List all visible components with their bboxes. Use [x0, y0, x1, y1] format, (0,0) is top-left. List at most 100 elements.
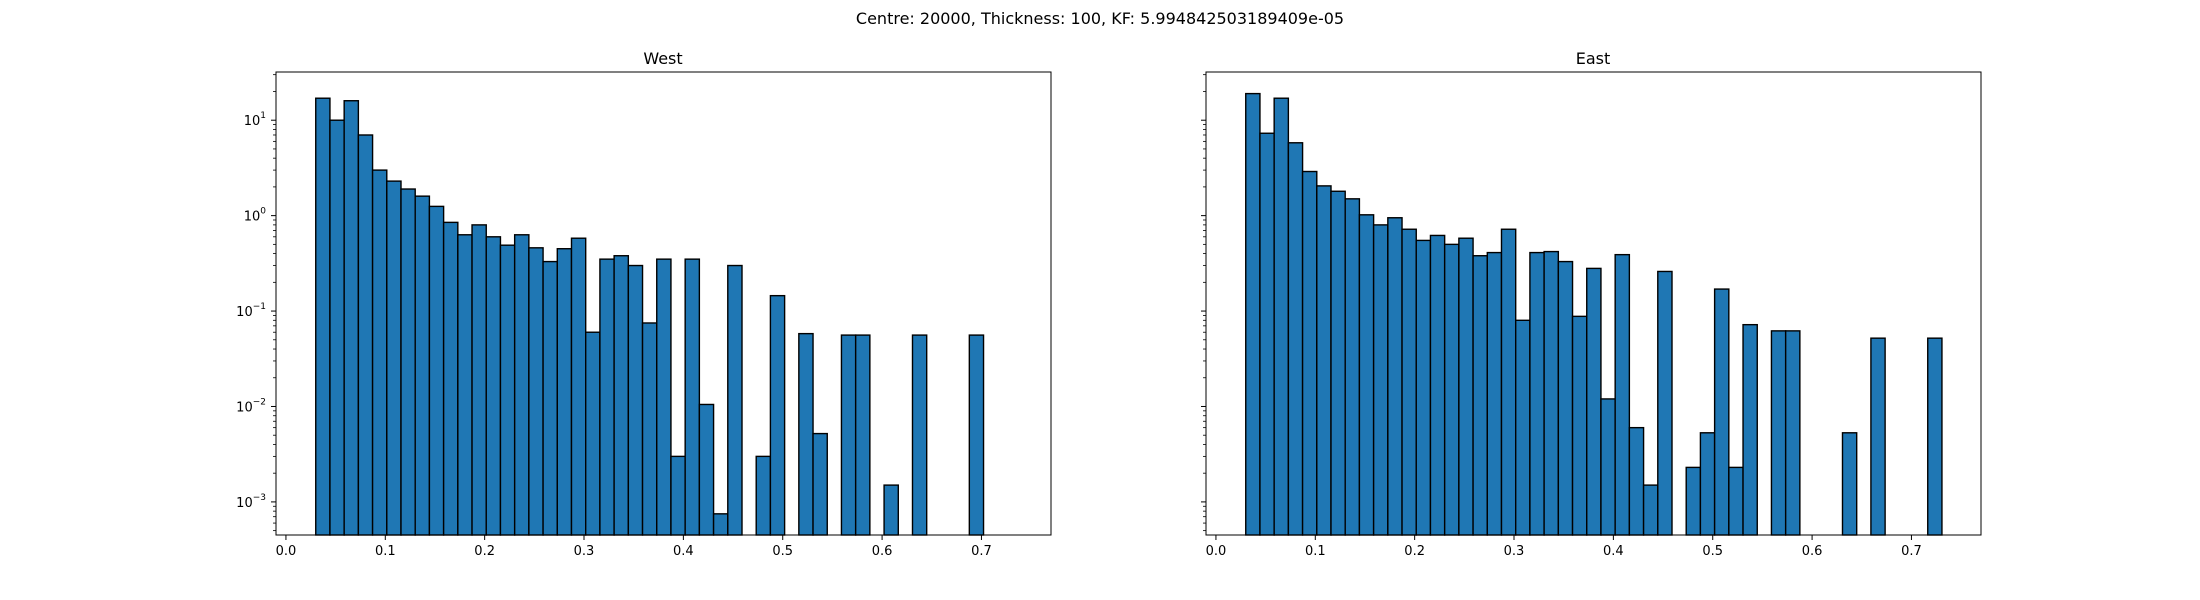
east-histogram-bar — [1685, 466, 1702, 536]
east-bars — [1245, 92, 1943, 536]
east-histogram-bar — [1401, 228, 1417, 536]
west-histogram-bar — [457, 234, 473, 536]
west-histogram-bar — [684, 258, 701, 536]
west-histogram-bar — [556, 248, 573, 536]
east-histogram-bar — [1443, 243, 1460, 536]
east-histogram-bar — [1543, 250, 1560, 536]
west-histogram-bar — [329, 119, 345, 536]
east-histogram-bar — [1841, 432, 1858, 536]
west-histogram-bar — [755, 455, 772, 536]
west-y-tick-label: 10−2 — [236, 397, 266, 415]
east-histogram-bar — [1600, 398, 1616, 536]
east-x-tick-label: 0.0 — [1206, 544, 1227, 559]
west-histogram-bar — [599, 258, 615, 536]
east-histogram-bar — [1628, 426, 1645, 536]
east-histogram-bar — [1486, 251, 1503, 536]
east-histogram-bar — [1358, 214, 1375, 536]
east-histogram-bar — [1699, 432, 1716, 536]
east-histogram-bar — [1472, 255, 1488, 536]
east-histogram-bar — [1330, 190, 1346, 536]
west-x-tick-label: 0.5 — [772, 544, 793, 559]
east-x-tick-label: 0.3 — [1504, 544, 1525, 559]
west-y-axis: 101 100 10−1 10−2 10−3 — [236, 74, 276, 532]
west-axes-frame — [275, 71, 1052, 536]
west-histogram-bar — [712, 513, 729, 536]
east-histogram-bar — [1742, 323, 1758, 536]
west-histogram-bar — [386, 180, 402, 536]
west-histogram-bar — [485, 236, 502, 536]
east-histogram-bar — [1344, 198, 1361, 536]
east-histogram-bar — [1458, 237, 1474, 536]
east-histogram-bar — [1287, 142, 1304, 536]
west-x-tick-label: 0.4 — [673, 544, 694, 559]
east-histogram-bar — [1927, 337, 1943, 536]
east-panel-title: East — [1576, 49, 1611, 68]
west-histogram-bar — [968, 334, 985, 536]
west-histogram-bar — [698, 403, 715, 536]
west-x-tick-label: 0.2 — [474, 544, 495, 559]
west-y-tick-label: 10−1 — [236, 302, 266, 320]
east-histogram-bar — [1429, 234, 1446, 536]
west-histogram-bar — [400, 188, 416, 536]
west-y-tick-label: 10−3 — [236, 493, 266, 511]
west-x-axis: 0.0 0.1 0.2 0.3 0.4 0.5 0.6 0.7 — [276, 535, 992, 559]
east-histogram-bar — [1514, 319, 1531, 536]
west-histogram-bar — [670, 455, 686, 536]
west-x-tick-label: 0.7 — [971, 544, 992, 559]
east-x-tick-label: 0.5 — [1702, 544, 1723, 559]
west-histogram-bar — [840, 334, 857, 536]
east-histogram-bar — [1529, 251, 1545, 536]
east-x-tick-label: 0.4 — [1603, 544, 1624, 559]
east-histogram-bar — [1784, 330, 1801, 536]
east-histogram-bar — [1245, 92, 1261, 536]
east-histogram-bar — [1372, 224, 1389, 536]
east-x-tick-label: 0.1 — [1305, 544, 1326, 559]
east-x-tick-label: 0.6 — [1802, 544, 1823, 559]
west-histogram-bar — [471, 224, 487, 536]
west-x-tick-label: 0.6 — [872, 544, 893, 559]
west-y-tick-label: 100 — [244, 207, 267, 225]
west-y-tick-label: 101 — [244, 111, 266, 129]
west-histogram-bar — [528, 247, 544, 536]
figure-suptitle: Centre: 20000, Thickness: 100, KF: 5.994… — [856, 9, 1344, 28]
west-histogram-bar — [371, 169, 388, 536]
east-histogram: East 0.0 0.1 0.2 0.3 0.4 0.5 0.6 0.7 — [1201, 49, 1982, 559]
east-histogram-bar — [1415, 239, 1432, 536]
west-x-tick-label: 0.1 — [375, 544, 396, 559]
east-x-tick-label: 0.2 — [1404, 544, 1425, 559]
west-histogram-bar — [769, 294, 786, 536]
west-histogram-bar — [570, 237, 587, 536]
west-histogram-bar — [499, 244, 516, 536]
west-histogram-bar — [854, 334, 871, 536]
west-histogram-bar — [812, 432, 828, 536]
west-histogram-bar — [727, 264, 743, 536]
east-histogram-bar — [1657, 270, 1673, 536]
west-histogram-bar — [641, 322, 658, 536]
east-histogram-bar — [1316, 185, 1332, 536]
west-histogram-bar — [414, 195, 431, 536]
east-histogram-bar — [1301, 170, 1318, 536]
west-x-tick-label: 0.0 — [276, 544, 297, 559]
east-histogram-bar — [1557, 260, 1574, 536]
east-histogram-bar — [1586, 267, 1602, 536]
east-histogram-bar — [1500, 228, 1517, 536]
east-histogram-bar — [1770, 330, 1787, 536]
east-x-axis: 0.0 0.1 0.2 0.3 0.4 0.5 0.6 0.7 — [1206, 535, 1922, 559]
east-axes-frame — [1205, 71, 1982, 536]
west-bars — [315, 97, 985, 536]
west-histogram-bar — [585, 331, 601, 536]
west-histogram: West 0.0 0.1 0.2 0.3 0.4 0.5 0.6 0.7 101 100 10−1… — [236, 49, 1052, 559]
west-x-tick-label: 0.3 — [574, 544, 595, 559]
east-histogram-bar — [1713, 288, 1730, 536]
west-histogram-bar — [627, 264, 644, 536]
west-histogram-bar — [442, 221, 459, 536]
west-histogram-bar — [656, 258, 672, 536]
west-histogram-bar — [542, 260, 558, 536]
west-histogram-bar — [883, 484, 899, 536]
west-histogram-bar — [357, 134, 374, 536]
east-histogram-bar — [1642, 484, 1659, 536]
west-histogram-bar — [798, 332, 814, 536]
east-x-tick-label: 0.7 — [1901, 544, 1922, 559]
west-histogram-bar — [613, 255, 630, 536]
